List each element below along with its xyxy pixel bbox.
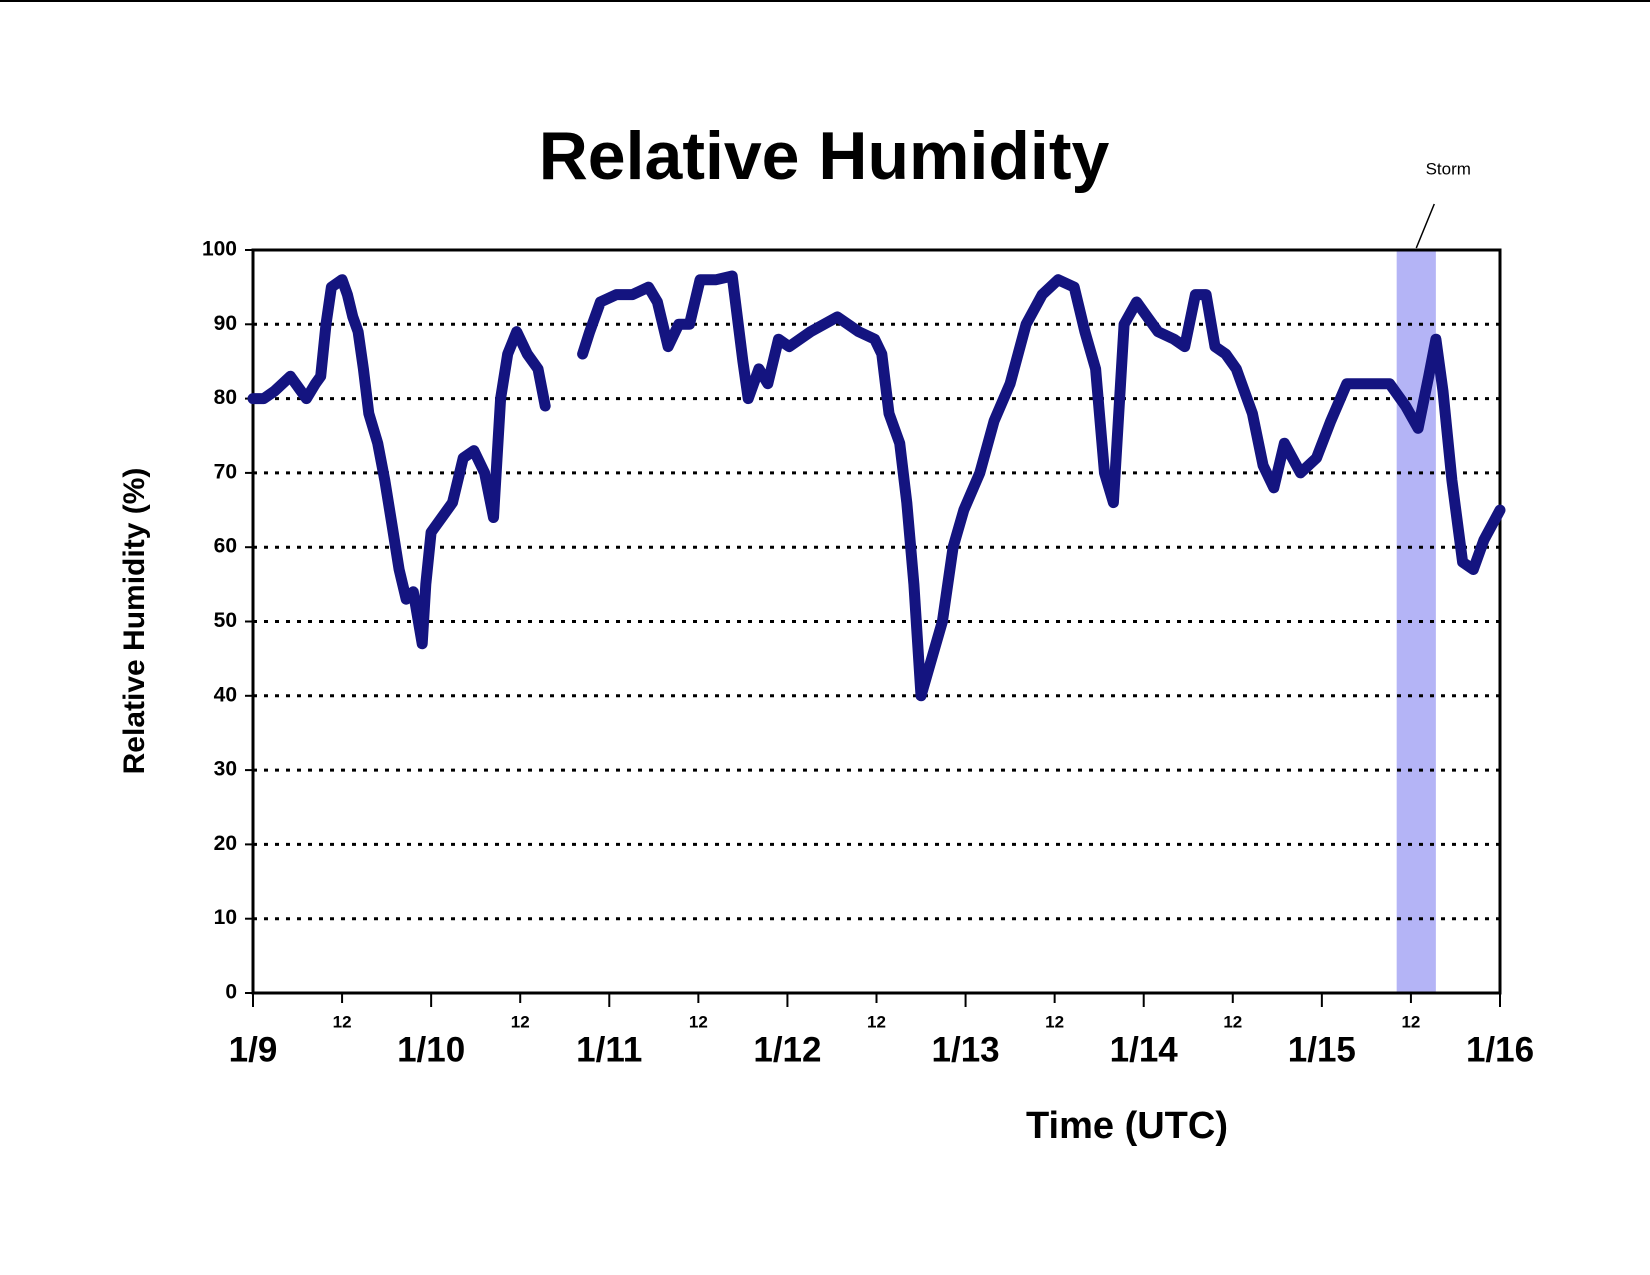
x-tick-label: 1/16 — [1466, 1030, 1534, 1069]
chart-title: Relative Humidity — [539, 118, 1110, 194]
x-tick-label: 1/13 — [932, 1030, 1000, 1069]
x-tick-label: 1/11 — [576, 1030, 642, 1069]
x-minor-tick-label: 12 — [511, 1012, 530, 1031]
x-tick-label: 1/12 — [753, 1030, 821, 1069]
x-tick-label: 1/14 — [1110, 1030, 1179, 1069]
y-tick-label: 100 — [202, 238, 237, 261]
annotation-leader — [1415, 203, 1435, 249]
x-minor-tick-label: 12 — [689, 1012, 708, 1031]
plot-frame — [251, 248, 1502, 995]
x-axis-title: Time (UTC) — [1026, 1105, 1228, 1147]
x-tick-label: 1/9 — [229, 1030, 278, 1069]
annotation: Storm — [1426, 159, 1471, 178]
y-tick-label: 50 — [214, 609, 237, 632]
y-tick-label: 30 — [214, 758, 237, 781]
y-tick-label: 20 — [214, 832, 237, 855]
y-axis-title: Relative Humidity (%) — [118, 468, 151, 775]
data-line — [247, 274, 551, 650]
x-tick-label: 1/10 — [397, 1030, 465, 1069]
y-tick-label: 80 — [214, 386, 237, 409]
y-tick-label: 70 — [214, 460, 237, 483]
x-minor-tick-label: 12 — [333, 1012, 352, 1031]
y-tick-label: 90 — [214, 312, 237, 335]
x-minor-tick-label: 12 — [1045, 1012, 1064, 1031]
x-minor-tick-label: 12 — [867, 1012, 886, 1031]
data-line — [577, 270, 1506, 702]
x-tick-label: 1/15 — [1288, 1030, 1356, 1069]
y-tick-label: 40 — [214, 683, 237, 706]
y-tick-label: 0 — [225, 981, 237, 1004]
x-minor-tick-label: 12 — [1223, 1012, 1242, 1031]
x-minor-tick-label: 12 — [1401, 1012, 1420, 1031]
y-tick-label: 60 — [214, 535, 237, 558]
y-tick-label: 10 — [214, 906, 237, 929]
